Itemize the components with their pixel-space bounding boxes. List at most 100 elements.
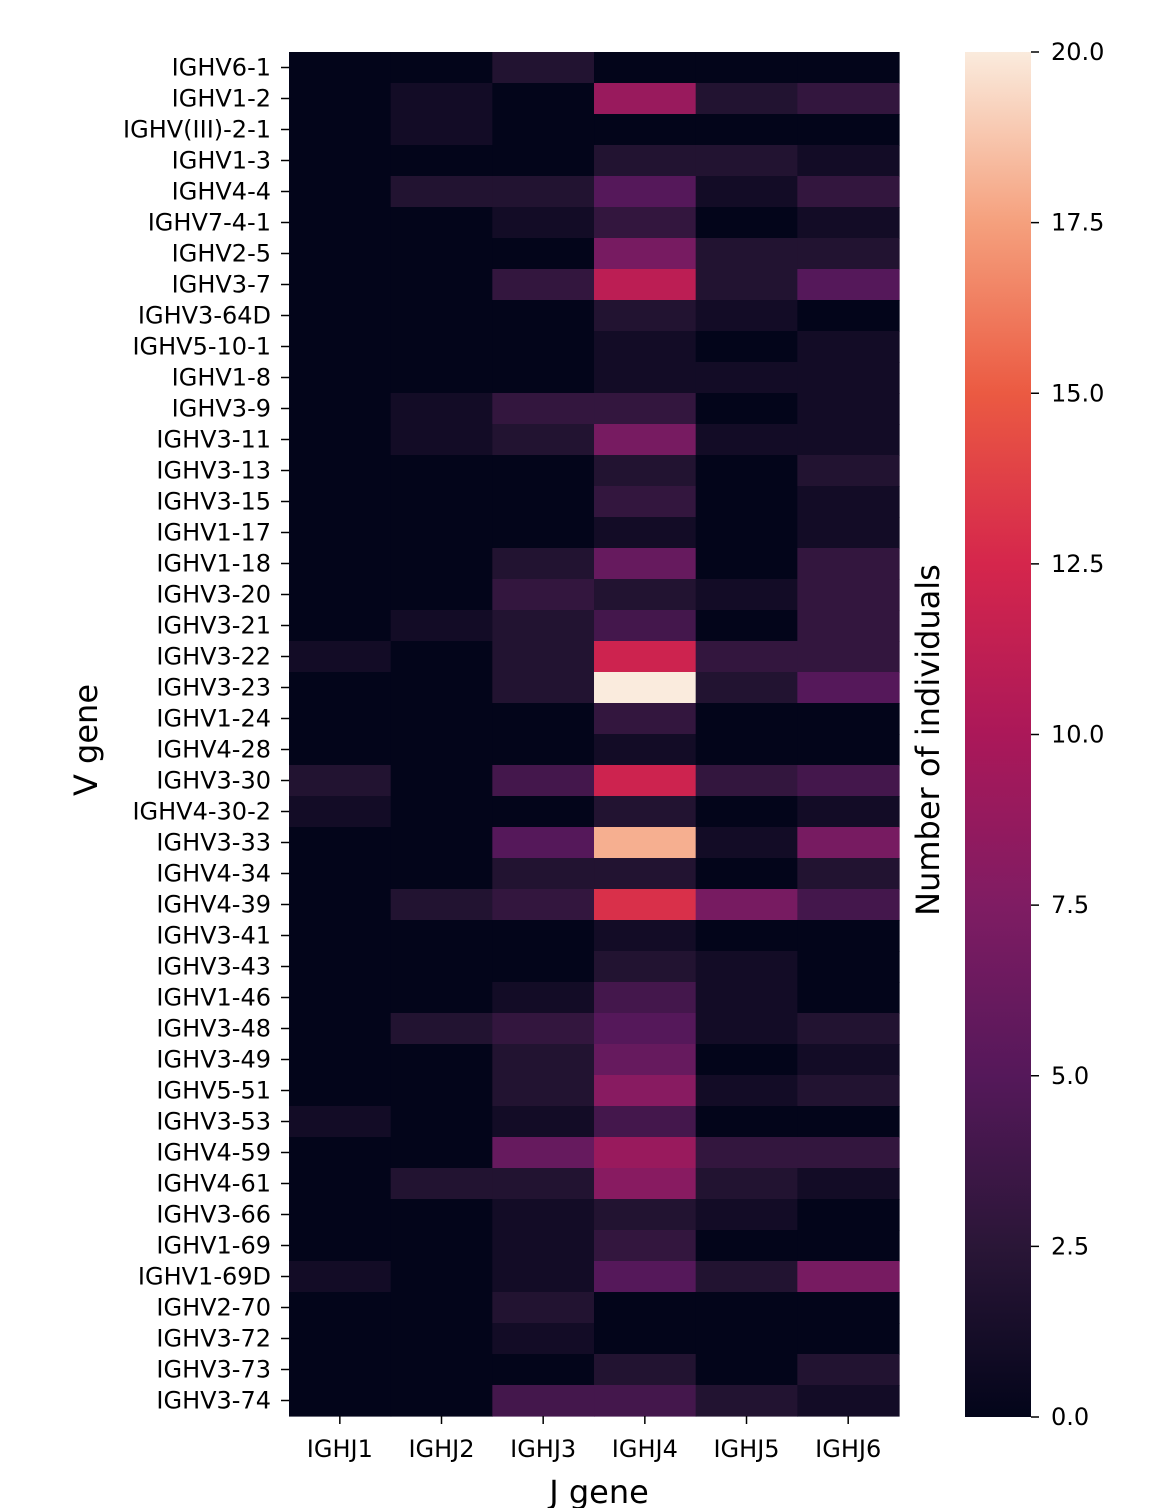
heatmap-cell [289,145,392,177]
heatmap-cell [289,920,392,952]
colorbar-tick-label: 0.0 [1051,1403,1089,1431]
heatmap-cell [695,579,798,611]
heatmap-cell [289,889,392,921]
y-tick-label: IGHV2-5 [172,240,271,268]
heatmap-cell [797,1106,900,1138]
heatmap-cell [289,672,392,704]
heatmap-cell [289,1013,392,1045]
y-tick-label: IGHV3-11 [156,426,271,454]
heatmap-cell [390,1137,493,1169]
y-tick-label: IGHV3-23 [156,674,271,702]
colorbar [965,52,1031,1417]
heatmap-cell [492,393,595,425]
heatmap-cell [695,300,798,332]
heatmap-cell [492,703,595,735]
heatmap-cell [390,52,493,84]
heatmap-cell [695,641,798,673]
heatmap-cell [695,331,798,363]
y-tick-label: IGHV4-59 [156,1139,271,1167]
heatmap-cell [797,362,900,394]
heatmap-cell [289,486,392,518]
heatmap-cell [492,1385,595,1417]
heatmap-cell [492,1323,595,1355]
heatmap-cell [390,424,493,456]
heatmap-cell [492,1199,595,1231]
heatmap-cell [695,858,798,890]
y-tick-label: IGHV3-9 [172,395,271,423]
heatmap-cell [594,114,697,146]
heatmap-cell [289,517,392,549]
heatmap-cell [594,486,697,518]
heatmap-cell [289,1385,392,1417]
heatmap-cell [492,1106,595,1138]
heatmap-cell [289,269,392,301]
heatmap-cell [797,238,900,270]
heatmap-cell [695,951,798,983]
heatmap-cell [289,424,392,456]
heatmap-cell [492,145,595,177]
heatmap-cell [289,1044,392,1076]
heatmap-cell [695,796,798,828]
colorbar-tick-label: 20.0 [1051,38,1104,66]
heatmap-cell [289,1354,392,1386]
heatmap-cell [695,238,798,270]
heatmap-cell [797,858,900,890]
heatmap-cell [390,579,493,611]
heatmap-cell [594,1075,697,1107]
heatmap-cell [492,1261,595,1293]
heatmap-cell [390,1292,493,1324]
heatmap-cell [289,300,392,332]
heatmap-cell [695,610,798,642]
heatmap-cell [390,331,493,363]
heatmap-cell [492,827,595,859]
heatmap-cell [492,486,595,518]
heatmap-cell [797,1075,900,1107]
heatmap-cell [492,858,595,890]
y-tick-label: IGHV1-3 [172,147,271,175]
heatmap-cell [594,641,697,673]
heatmap-cell [797,52,900,84]
heatmap-cell [492,362,595,394]
heatmap-cell [594,951,697,983]
heatmap-cell [390,1168,493,1200]
y-tick-label: IGHV3-15 [156,488,271,516]
heatmap-cell [695,362,798,394]
y-tick-label: IGHV1-8 [172,364,271,392]
colorbar-tick-label: 15.0 [1051,379,1104,407]
y-tick-label: IGHV1-18 [156,550,271,578]
heatmap-cell [797,703,900,735]
heatmap-cell [289,951,392,983]
heatmap-cell [492,83,595,115]
heatmap-cell [390,703,493,735]
heatmap-cell [390,610,493,642]
heatmap-cell [594,827,697,859]
heatmap-cell [594,765,697,797]
heatmap-cell [289,982,392,1014]
heatmap-cell [289,1168,392,1200]
heatmap-cell [492,114,595,146]
heatmap-cell [695,145,798,177]
colorbar-tick-label: 12.5 [1051,550,1104,578]
heatmap-cell [390,1199,493,1231]
heatmap-cell [492,238,595,270]
heatmap-cell [695,455,798,487]
heatmap-cell [492,672,595,704]
heatmap-cell [289,1323,392,1355]
y-tick-label: IGHV3-72 [156,1325,271,1353]
heatmap-cell [695,765,798,797]
heatmap-cell [695,1168,798,1200]
heatmap-cell [797,486,900,518]
heatmap-cell [390,176,493,208]
heatmap-cell [797,672,900,704]
y-tick-label: IGHV3-20 [156,581,271,609]
heatmap-cell [594,703,697,735]
heatmap-cell [492,176,595,208]
y-tick-label: IGHV3-22 [156,643,271,671]
heatmap-cell [492,889,595,921]
y-tick-label: IGHV3-7 [172,271,271,299]
heatmap-cell [390,827,493,859]
heatmap-cell [492,1292,595,1324]
heatmap-cell [594,672,697,704]
heatmap-cell [594,1292,697,1324]
heatmap-cell [797,1137,900,1169]
